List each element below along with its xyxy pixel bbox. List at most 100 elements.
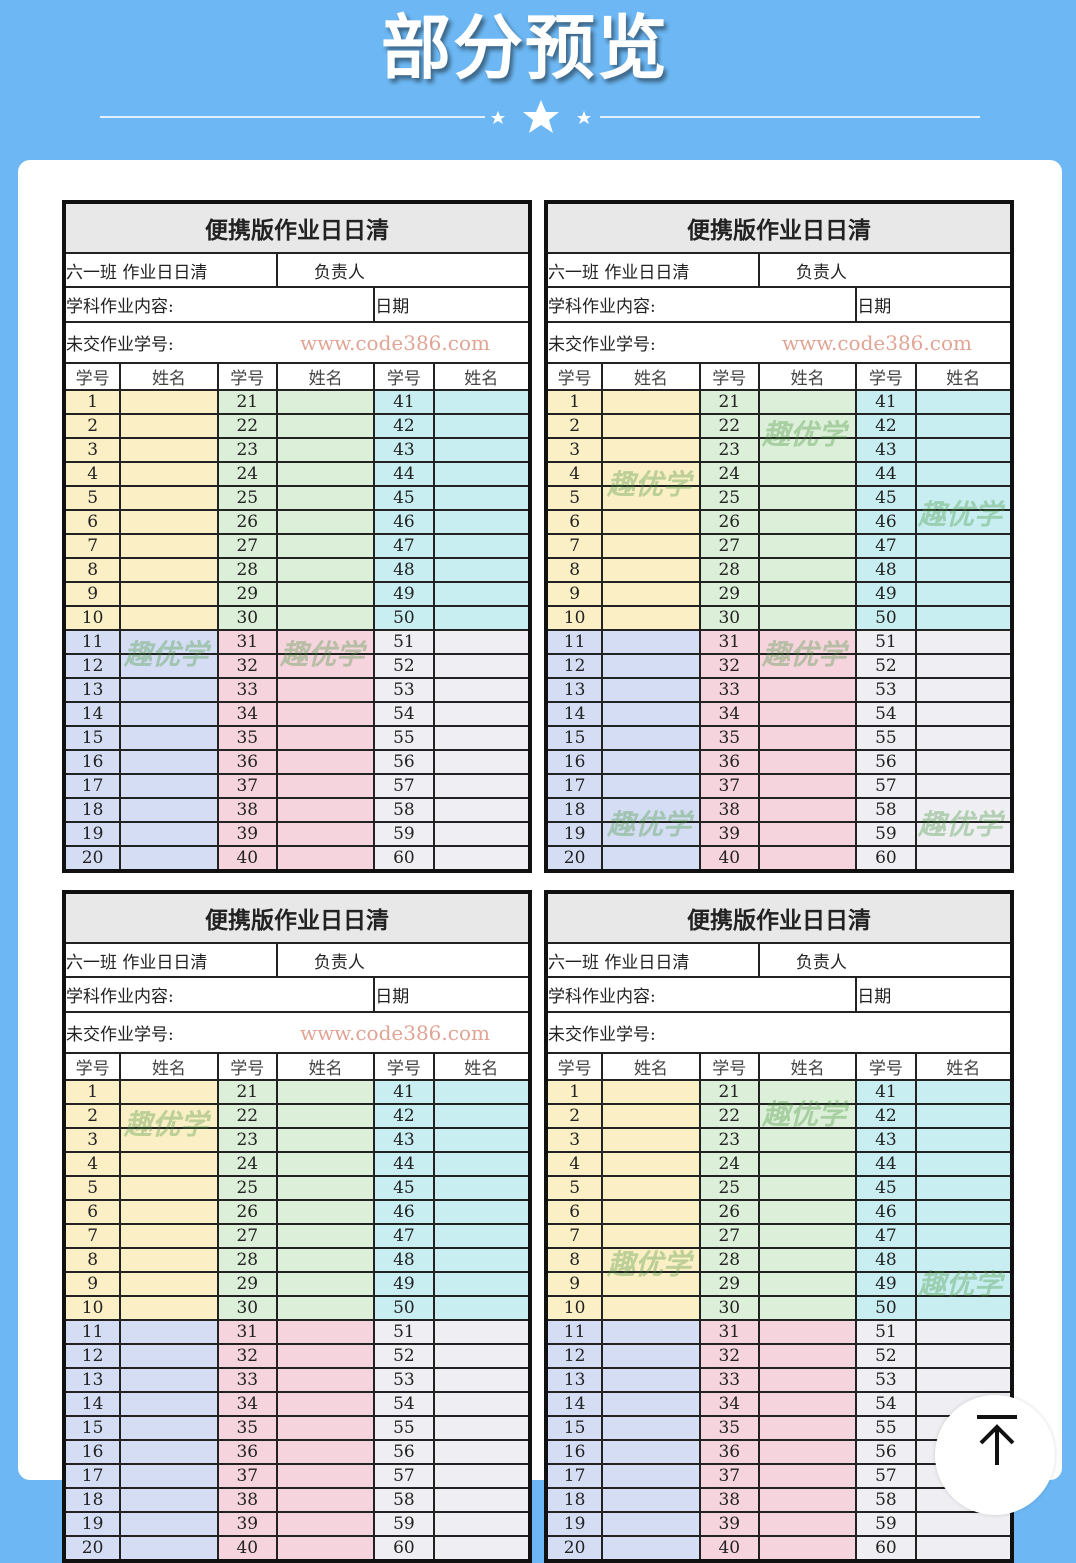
student-name-cell[interactable]: [601, 1487, 701, 1513]
student-name-cell[interactable]: [914, 485, 1014, 511]
student-name-cell[interactable]: [119, 1247, 219, 1273]
student-name-cell[interactable]: [432, 1463, 532, 1489]
student-name-cell[interactable]: [432, 1535, 532, 1562]
student-name-cell[interactable]: [914, 509, 1014, 535]
scroll-to-top-button[interactable]: [935, 1395, 1055, 1515]
student-name-cell[interactable]: [914, 773, 1014, 799]
student-name-cell[interactable]: [757, 1511, 858, 1537]
student-name-cell[interactable]: [275, 1199, 376, 1225]
student-name-cell[interactable]: [601, 1535, 701, 1562]
student-name-cell[interactable]: [432, 677, 532, 703]
student-name-cell[interactable]: [275, 1223, 376, 1249]
student-name-cell[interactable]: [119, 1151, 219, 1177]
student-name-cell[interactable]: [757, 1439, 858, 1465]
student-name-cell[interactable]: [757, 1319, 858, 1345]
student-name-cell[interactable]: [914, 557, 1014, 583]
student-name-cell[interactable]: [275, 437, 376, 463]
student-name-cell[interactable]: [432, 701, 532, 727]
student-name-cell[interactable]: [757, 1175, 858, 1201]
student-name-cell[interactable]: [119, 1175, 219, 1201]
student-name-cell[interactable]: [275, 1247, 376, 1273]
student-name-cell[interactable]: [601, 1271, 701, 1297]
student-name-cell[interactable]: [275, 509, 376, 535]
student-name-cell[interactable]: [914, 845, 1014, 872]
student-name-cell[interactable]: [601, 821, 701, 847]
student-name-cell[interactable]: [275, 581, 376, 607]
student-name-cell[interactable]: [757, 1391, 858, 1417]
student-name-cell[interactable]: [275, 461, 376, 487]
student-name-cell[interactable]: [432, 653, 532, 679]
student-name-cell[interactable]: [757, 581, 858, 607]
student-name-cell[interactable]: [914, 701, 1014, 727]
student-name-cell[interactable]: [601, 1295, 701, 1321]
student-name-cell[interactable]: [119, 1271, 219, 1297]
student-name-cell[interactable]: [275, 1295, 376, 1321]
student-name-cell[interactable]: [275, 629, 376, 655]
student-name-cell[interactable]: [601, 1511, 701, 1537]
student-name-cell[interactable]: [119, 1079, 219, 1105]
student-name-cell[interactable]: [119, 1487, 219, 1513]
missing-label[interactable]: 未交作业学号:: [545, 1011, 1013, 1054]
missing-label[interactable]: 未交作业学号:: [63, 1011, 531, 1054]
student-name-cell[interactable]: [601, 1079, 701, 1105]
student-name-cell[interactable]: [757, 1367, 858, 1393]
student-name-cell[interactable]: [275, 1463, 376, 1489]
student-name-cell[interactable]: [119, 389, 219, 415]
student-name-cell[interactable]: [275, 605, 376, 631]
student-name-cell[interactable]: [275, 1151, 376, 1177]
student-name-cell[interactable]: [601, 749, 701, 775]
student-name-cell[interactable]: [432, 1415, 532, 1441]
student-name-cell[interactable]: [757, 1103, 858, 1129]
student-name-cell[interactable]: [119, 1319, 219, 1345]
subject-label[interactable]: 学科作业内容:: [544, 976, 858, 1013]
student-name-cell[interactable]: [119, 773, 219, 799]
missing-label[interactable]: 未交作业学号:: [63, 321, 531, 364]
student-name-cell[interactable]: [432, 557, 532, 583]
student-name-cell[interactable]: [914, 605, 1014, 631]
student-name-cell[interactable]: [432, 797, 532, 823]
student-name-cell[interactable]: [757, 1151, 858, 1177]
student-name-cell[interactable]: [601, 581, 701, 607]
student-name-cell[interactable]: [119, 533, 219, 559]
student-name-cell[interactable]: [275, 1367, 376, 1393]
student-name-cell[interactable]: [432, 1343, 532, 1369]
student-name-cell[interactable]: [914, 1199, 1014, 1225]
student-name-cell[interactable]: [432, 1487, 532, 1513]
student-name-cell[interactable]: [275, 413, 376, 439]
student-name-cell[interactable]: [914, 821, 1014, 847]
student-name-cell[interactable]: [757, 533, 858, 559]
student-name-cell[interactable]: [275, 1127, 376, 1153]
student-name-cell[interactable]: [601, 629, 701, 655]
student-name-cell[interactable]: [432, 581, 532, 607]
student-name-cell[interactable]: [601, 1199, 701, 1225]
date-label[interactable]: 日期: [373, 286, 531, 323]
student-name-cell[interactable]: [601, 1439, 701, 1465]
student-name-cell[interactable]: [275, 1535, 376, 1562]
student-name-cell[interactable]: [432, 1247, 532, 1273]
student-name-cell[interactable]: [119, 581, 219, 607]
student-name-cell[interactable]: [432, 1199, 532, 1225]
student-name-cell[interactable]: [119, 557, 219, 583]
student-name-cell[interactable]: [119, 1295, 219, 1321]
student-name-cell[interactable]: [914, 749, 1014, 775]
student-name-cell[interactable]: [914, 1223, 1014, 1249]
student-name-cell[interactable]: [119, 437, 219, 463]
student-name-cell[interactable]: [914, 1319, 1014, 1345]
student-name-cell[interactable]: [275, 533, 376, 559]
student-name-cell[interactable]: [757, 509, 858, 535]
student-name-cell[interactable]: [432, 437, 532, 463]
responsible-label[interactable]: 负责人: [275, 252, 532, 288]
student-name-cell[interactable]: [601, 1343, 701, 1369]
student-name-cell[interactable]: [275, 677, 376, 703]
student-name-cell[interactable]: [119, 653, 219, 679]
student-name-cell[interactable]: [432, 725, 532, 751]
student-name-cell[interactable]: [601, 1103, 701, 1129]
student-name-cell[interactable]: [757, 605, 858, 631]
student-name-cell[interactable]: [119, 701, 219, 727]
student-name-cell[interactable]: [275, 557, 376, 583]
student-name-cell[interactable]: [914, 389, 1014, 415]
student-name-cell[interactable]: [757, 1343, 858, 1369]
student-name-cell[interactable]: [914, 581, 1014, 607]
student-name-cell[interactable]: [275, 485, 376, 511]
student-name-cell[interactable]: [119, 749, 219, 775]
